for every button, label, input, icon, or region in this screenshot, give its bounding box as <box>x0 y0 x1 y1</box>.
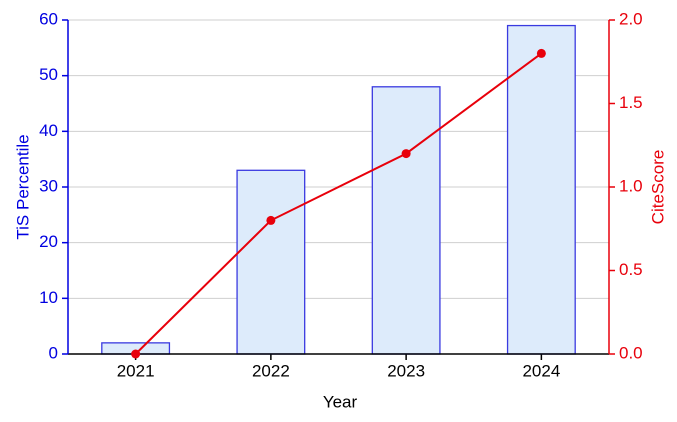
y2-tick-label: 2.0 <box>619 9 643 28</box>
bar <box>371 86 441 355</box>
y-tick-label: 50 <box>39 65 58 84</box>
x-tick-label: 2023 <box>387 361 425 380</box>
y-tick-label: 10 <box>39 288 58 307</box>
y-tick-label: 30 <box>39 176 58 195</box>
y-tick-label: 0 <box>49 343 58 362</box>
y2-tick-label: 0.0 <box>619 343 643 362</box>
x-tick-label: 2021 <box>117 361 155 380</box>
x-tick-label: 2024 <box>522 361 560 380</box>
y2-tick-label: 1.0 <box>619 176 643 195</box>
y-axis-label: TiS Percentile <box>13 134 32 239</box>
bar <box>506 24 576 355</box>
y-tick-label: 60 <box>39 9 58 28</box>
y2-tick-label: 1.5 <box>619 93 643 112</box>
x-tick-label: 2022 <box>252 361 290 380</box>
y-tick-label: 20 <box>39 232 58 251</box>
point <box>401 149 411 159</box>
line <box>134 52 542 355</box>
point <box>536 48 546 58</box>
y2-axis-label: CiteScore <box>648 150 667 225</box>
y2-tick-label: 0.5 <box>619 260 643 279</box>
point <box>266 215 276 225</box>
x-axis-label: Year <box>323 392 358 411</box>
y-tick-label: 40 <box>39 121 58 140</box>
bar <box>236 169 306 355</box>
point <box>131 349 141 359</box>
